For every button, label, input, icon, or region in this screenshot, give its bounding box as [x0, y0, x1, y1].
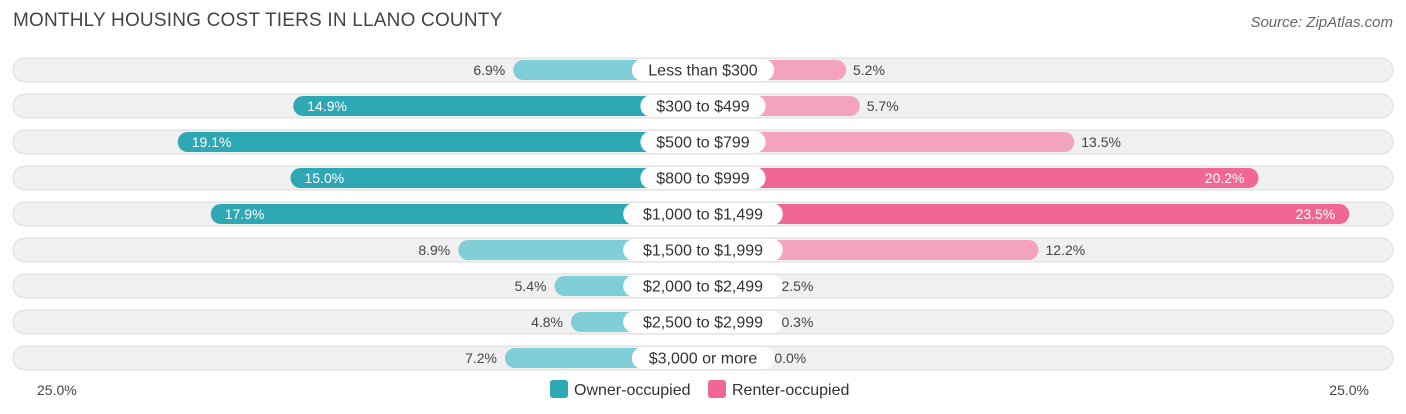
chart-title: MONTHLY HOUSING COST TIERS IN LLANO COUN… [13, 10, 503, 31]
chart-source: Source: ZipAtlas.com [1250, 14, 1393, 31]
category-label-bg [623, 203, 783, 225]
category-label-bg [640, 95, 766, 117]
category-label: $2,000 to $2,499 [643, 279, 763, 296]
category-label-bg [640, 167, 766, 189]
owner-bar [177, 132, 703, 152]
category-label-bg [631, 59, 775, 81]
renter-value-label: 0.0% [774, 350, 806, 366]
renter-value-label: 0.3% [782, 314, 814, 330]
renter-value-label: 23.5% [1296, 206, 1336, 222]
renter-bar [703, 240, 1039, 260]
owner-value-label: 4.8% [531, 314, 563, 330]
owner-value-label: 8.9% [418, 242, 450, 258]
category-label-bg [623, 239, 783, 261]
category-label-bg [631, 347, 775, 369]
legend-owner-swatch [550, 380, 568, 398]
owner-bar [210, 204, 703, 224]
renter-value-label: 12.2% [1046, 242, 1086, 258]
category-label: $1,000 to $1,499 [643, 207, 763, 224]
renter-bar [703, 168, 1259, 188]
owner-bar [293, 96, 703, 116]
category-label: $500 to $799 [656, 135, 750, 152]
legend-owner-label: Owner-occupied [574, 382, 691, 399]
category-label-bg [640, 131, 766, 153]
owner-value-label: 6.9% [473, 62, 505, 78]
owner-value-label: 17.9% [225, 206, 265, 222]
owner-value-label: 14.9% [307, 98, 347, 114]
renter-value-label: 2.5% [782, 278, 814, 294]
category-label: $800 to $999 [656, 171, 750, 188]
category-label: $3,000 or more [649, 351, 758, 368]
legend-renter-swatch [708, 380, 726, 398]
renter-value-label: 5.7% [867, 98, 899, 114]
owner-value-label: 7.2% [465, 350, 497, 366]
axis-max-label: 25.0% [1329, 382, 1369, 398]
legend-renter-label: Renter-occupied [732, 382, 849, 399]
owner-value-label: 5.4% [515, 278, 547, 294]
renter-bar [703, 132, 1075, 152]
category-label-bg [623, 311, 783, 333]
category-label-bg [623, 275, 783, 297]
owner-value-label: 15.0% [305, 170, 345, 186]
renter-value-label: 5.2% [853, 62, 885, 78]
category-label: $1,500 to $1,999 [643, 243, 763, 260]
owner-value-label: 19.1% [192, 134, 232, 150]
owner-bar [290, 168, 703, 188]
category-label: $300 to $499 [656, 99, 750, 116]
category-label: Less than $300 [648, 63, 758, 80]
renter-bar [703, 204, 1350, 224]
renter-value-label: 13.5% [1081, 134, 1121, 150]
renter-value-label: 20.2% [1205, 170, 1245, 186]
category-label: $2,500 to $2,999 [643, 315, 763, 332]
axis-min-label: 25.0% [37, 382, 77, 398]
